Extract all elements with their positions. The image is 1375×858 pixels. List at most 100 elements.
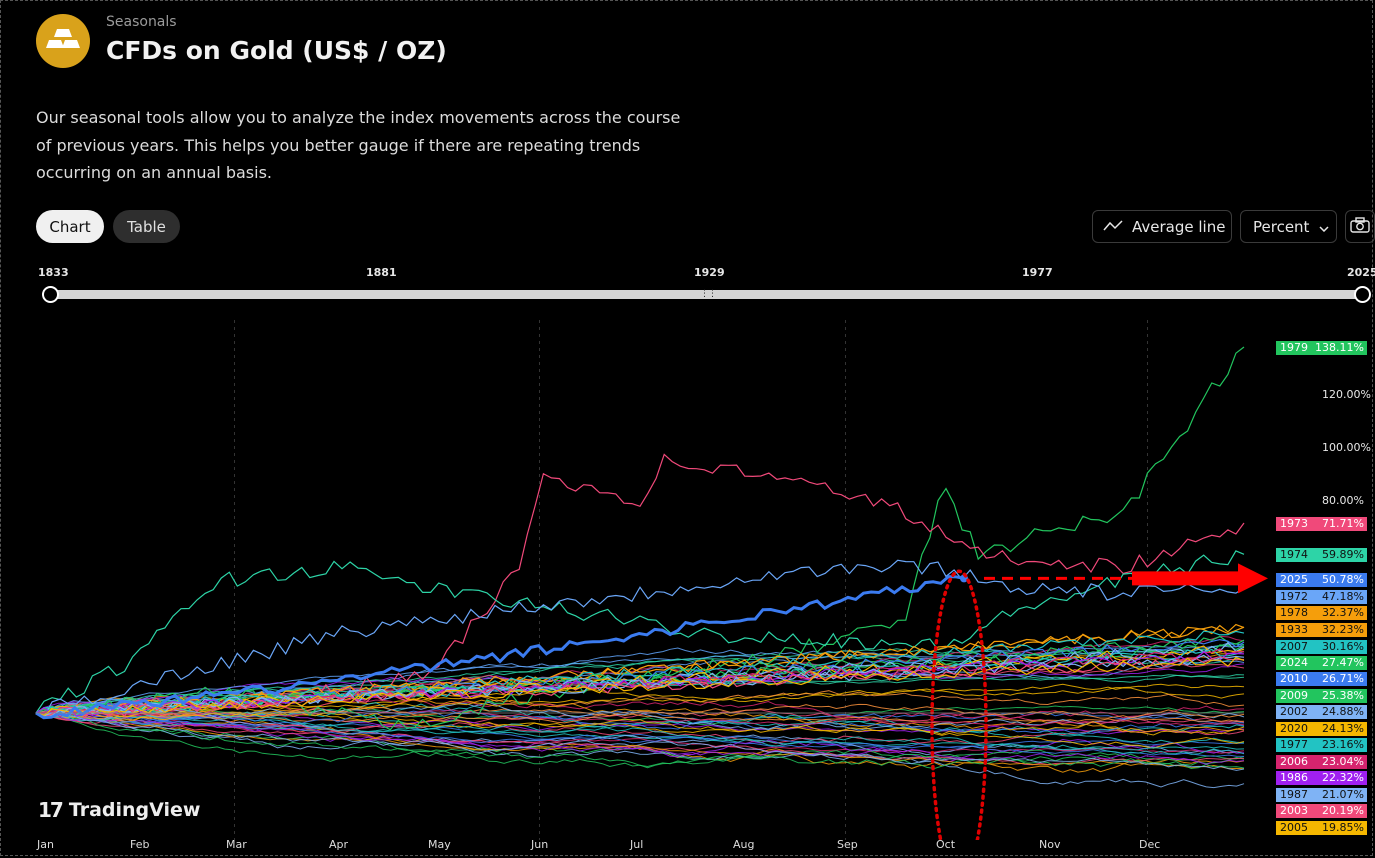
series-line-background — [35, 712, 1245, 754]
series-line-2003 — [35, 656, 1245, 719]
series-badge-2025[interactable]: 2025 50.78% — [1276, 573, 1367, 587]
series-badge-year: 1974 — [1280, 548, 1308, 561]
series-line-background — [35, 712, 1245, 757]
series-line-background — [35, 699, 1245, 733]
series-badge-2005[interactable]: 2005 19.85% — [1276, 821, 1367, 835]
series-badge-2020[interactable]: 2020 24.13% — [1276, 722, 1367, 736]
series-badge-1974[interactable]: 1974 59.89% — [1276, 548, 1367, 562]
series-badge-year: 1973 — [1280, 517, 1308, 530]
series-badge-year: 2010 — [1280, 672, 1308, 685]
series-badge-value: 21.07% — [1322, 788, 1364, 801]
series-line-1933 — [35, 623, 1245, 715]
series-badge-value: 24.88% — [1322, 705, 1364, 718]
range-tick: 1977 — [1022, 266, 1053, 279]
series-badge-1977[interactable]: 1977 23.16% — [1276, 738, 1367, 752]
page-title: CFDs on Gold (US$ / OZ) — [106, 36, 447, 65]
series-line-background — [35, 712, 1245, 766]
series-badge-2009[interactable]: 2009 25.38% — [1276, 689, 1367, 703]
series-badge-1978[interactable]: 1978 32.37% — [1276, 606, 1367, 620]
series-line-background — [35, 712, 1245, 735]
x-tick-label: Dec — [1139, 838, 1161, 851]
series-badge-year: 2009 — [1280, 689, 1308, 702]
range-start-handle[interactable] — [42, 286, 59, 303]
series-badge-2003[interactable]: 2003 20.19% — [1276, 804, 1367, 818]
series-line-background — [35, 709, 1245, 734]
x-tick-label: Jul — [630, 838, 644, 851]
series-badge-1986[interactable]: 1986 22.32% — [1276, 771, 1367, 785]
x-tick-label: Nov — [1039, 838, 1061, 851]
year-range-track[interactable] — [50, 290, 1362, 299]
series-badge-value: 71.71% — [1322, 517, 1364, 530]
series-badge-value: 20.19% — [1322, 804, 1364, 817]
series-badge-value: 26.71% — [1322, 672, 1364, 685]
tradingview-label: TradingView — [68, 799, 201, 821]
series-line-background — [35, 712, 1245, 773]
series-badge-value: 30.16% — [1322, 640, 1364, 653]
series-line-2025 — [35, 575, 965, 720]
series-badge-year: 2007 — [1280, 640, 1308, 653]
series-badge-1972[interactable]: 1972 47.18% — [1276, 590, 1367, 604]
series-badge-value: 19.85% — [1322, 821, 1364, 834]
x-tick-label: Sep — [837, 838, 858, 851]
series-line-background — [35, 712, 1245, 765]
series-badge-year: 2005 — [1280, 821, 1308, 834]
series-badge-year: 2002 — [1280, 705, 1308, 718]
series-badge-2007[interactable]: 2007 30.16% — [1276, 640, 1367, 654]
series-badge-value: 32.23% — [1322, 623, 1364, 636]
gold-bars-logo — [36, 14, 90, 68]
series-line-background — [35, 645, 1245, 714]
series-badge-2002[interactable]: 2002 24.88% — [1276, 705, 1367, 719]
tab-table[interactable]: Table — [113, 210, 180, 243]
series-badge-1979[interactable]: 1979 138.11% — [1276, 341, 1367, 355]
x-tick-label: Feb — [130, 838, 150, 851]
snapshot-button[interactable] — [1345, 210, 1375, 243]
series-badge-2006[interactable]: 2006 23.04% — [1276, 755, 1367, 769]
series-badge-value: 59.89% — [1322, 548, 1364, 561]
camera-icon — [1350, 216, 1370, 237]
series-badge-value: 138.11% — [1315, 341, 1364, 354]
series-badge-year: 1933 — [1280, 623, 1308, 636]
series-badge-year: 1977 — [1280, 738, 1308, 751]
series-badge-value: 22.32% — [1322, 771, 1364, 784]
tab-chart[interactable]: Chart — [36, 210, 104, 243]
series-badge-year: 1986 — [1280, 771, 1308, 784]
series-badge-year: 2006 — [1280, 755, 1308, 768]
series-badge-1987[interactable]: 1987 21.07% — [1276, 788, 1367, 802]
tradingview-logo-icon: 17 — [38, 798, 64, 822]
series-badge-value: 23.16% — [1322, 738, 1364, 751]
series-line-background — [35, 674, 1245, 715]
october-highlight-ellipse — [930, 569, 988, 840]
average-line-button[interactable]: Average line — [1092, 210, 1232, 243]
scale-mode-label: Percent — [1253, 217, 1310, 236]
series-line-background — [35, 712, 1245, 755]
series-badge-2024[interactable]: 2024 27.47% — [1276, 656, 1367, 670]
series-line-background — [35, 709, 1245, 727]
range-tick: 1929 — [694, 266, 725, 279]
series-badge-value: 24.13% — [1322, 722, 1364, 735]
range-tick: 1881 — [366, 266, 397, 279]
range-end-handle[interactable] — [1354, 286, 1371, 303]
series-badge-1933[interactable]: 1933 32.23% — [1276, 623, 1367, 637]
series-line-2005 — [35, 656, 1245, 716]
series-line-background — [35, 707, 1245, 789]
series-line-1973 — [35, 453, 1245, 720]
series-badge-value: 50.78% — [1322, 573, 1364, 586]
x-tick-label: Mar — [226, 838, 247, 851]
y-tick-label: 80.00% — [1322, 494, 1364, 507]
chevron-down-icon — [1319, 218, 1329, 236]
x-tick-label: Oct — [936, 838, 956, 851]
series-badge-year: 1972 — [1280, 590, 1308, 603]
series-badge-year: 1979 — [1280, 341, 1308, 354]
series-badge-2010[interactable]: 2010 26.71% — [1276, 672, 1367, 686]
range-grip-icon[interactable]: ⋮⋮ — [700, 289, 717, 299]
series-badge-1973[interactable]: 1973 71.71% — [1276, 517, 1367, 531]
series-badge-value: 23.04% — [1322, 755, 1364, 768]
series-badge-value: 32.37% — [1322, 606, 1364, 619]
series-line-background — [35, 709, 1245, 744]
series-badge-year: 1987 — [1280, 788, 1308, 801]
x-tick-label: Apr — [329, 838, 349, 851]
series-line-1972 — [35, 559, 1245, 718]
range-tick: 1833 — [38, 266, 69, 279]
scale-mode-select[interactable]: Percent — [1240, 210, 1337, 243]
seasonal-chart[interactable] — [0, 300, 1375, 840]
